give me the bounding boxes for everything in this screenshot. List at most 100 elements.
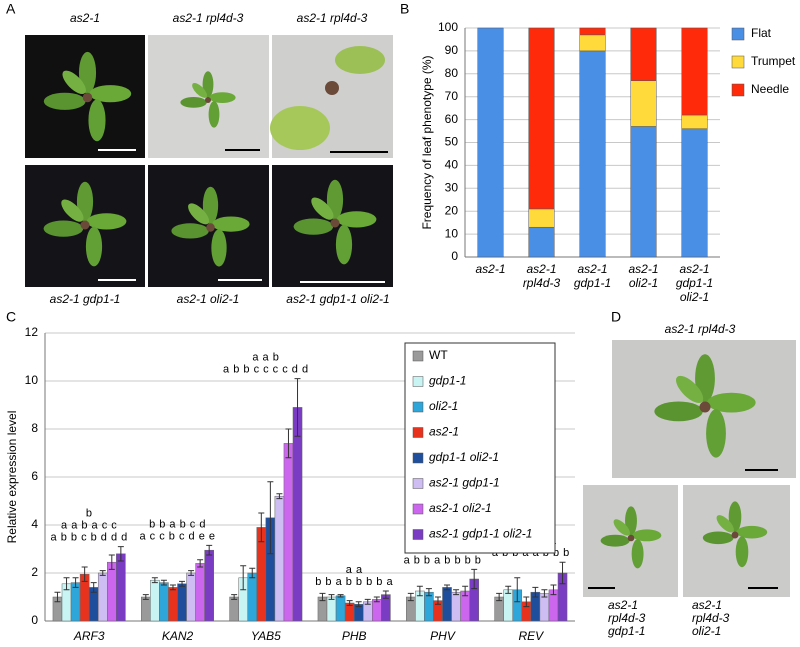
bar-segment — [579, 50, 606, 258]
y-tick-label: 12 — [25, 325, 39, 339]
error-bar — [169, 584, 176, 591]
x-tick-label: oli2-1 — [629, 276, 658, 290]
error-bar — [99, 570, 106, 576]
legend-label: oli2-1 — [429, 399, 458, 413]
bar — [204, 549, 214, 622]
bar — [168, 587, 178, 622]
y-axis-label: Relative expression level — [5, 411, 19, 544]
error-bar — [416, 585, 423, 597]
photo-caption: as2-1 — [608, 598, 638, 612]
bar-segment — [681, 128, 708, 258]
significance-letters: a a — [346, 564, 363, 576]
bar-segment — [528, 208, 555, 228]
error-bar — [54, 591, 61, 603]
significance-letters: a c c b c d e e — [140, 530, 216, 542]
photo-caption: as2-1 — [70, 11, 100, 25]
significance-letters: a a b a c c — [61, 520, 117, 532]
x-tick-label: ARF3 — [73, 629, 105, 643]
bar-segment — [579, 27, 606, 36]
photo-caption: as2-1 — [692, 598, 722, 612]
photo-caption: as2-1 rpl4d-3 — [297, 11, 368, 25]
x-tick-label: rpl4d-3 — [523, 276, 561, 290]
legend-swatch — [731, 83, 745, 97]
error-bar — [117, 546, 124, 562]
bar — [451, 591, 461, 622]
legend-label: Trumpet — [751, 54, 796, 68]
legend-label: Needle — [751, 82, 789, 96]
error-bar — [532, 586, 539, 598]
error-bar — [319, 592, 326, 602]
legend-swatch — [412, 478, 424, 489]
error-bar — [559, 561, 566, 585]
x-tick-label: gdp1-1 — [676, 276, 713, 290]
y-tick-label: 8 — [31, 421, 38, 435]
y-tick-label: 2 — [31, 565, 38, 579]
y-tick-label: 50 — [445, 135, 459, 149]
error-bar — [523, 596, 530, 608]
bar — [283, 443, 294, 622]
y-tick-label: 90 — [445, 43, 459, 57]
error-bar — [72, 577, 79, 588]
y-tick-label: 0 — [451, 249, 458, 263]
x-tick-label: PHB — [342, 629, 367, 643]
error-bar — [425, 588, 432, 597]
significance-letters: b b a b b b b a — [315, 576, 393, 588]
error-bar — [514, 577, 521, 603]
error-bar — [407, 592, 414, 602]
x-tick-label: oli2-1 — [680, 290, 709, 304]
photo-caption: as2-1 rpl4d-3 — [665, 322, 736, 336]
error-bar — [346, 600, 353, 606]
significance-letters: a b b a b b b b — [404, 554, 482, 566]
bar-segment — [579, 34, 606, 52]
legend-label: as2-1 oli2-1 — [429, 501, 492, 515]
error-bar — [63, 577, 70, 591]
photo-caption: as2-1 oli2-1 — [177, 292, 240, 306]
x-tick-label: PHV — [430, 629, 456, 643]
x-tick-label: as2-1 — [628, 262, 658, 276]
photo-caption: as2-1 rpl4d-3 — [173, 11, 244, 25]
legend-swatch — [731, 27, 745, 41]
bar — [97, 572, 108, 622]
y-tick-label: 60 — [445, 112, 459, 126]
bar — [186, 572, 196, 622]
error-bar — [355, 601, 362, 608]
legend-swatch — [412, 503, 424, 515]
error-bar — [151, 577, 158, 584]
error-bar — [453, 589, 460, 596]
legend-swatch — [412, 350, 424, 362]
x-tick-label: REV — [518, 629, 544, 643]
error-bar — [90, 582, 97, 593]
y-tick-label: 0 — [31, 613, 38, 627]
error-bar — [267, 481, 274, 555]
bar-segment — [630, 27, 657, 81]
legend-swatch — [412, 376, 424, 387]
error-bar — [382, 590, 389, 599]
error-bar — [276, 493, 283, 500]
y-tick-label: 20 — [445, 203, 459, 217]
panel-label: B — [400, 1, 409, 17]
x-tick-label: as2-1 — [679, 262, 709, 276]
error-bar — [496, 592, 503, 602]
significance-letters: b b a b c d — [149, 518, 206, 530]
significance-letters: a b b c c c c d d — [223, 364, 309, 376]
y-tick-label: 80 — [445, 66, 459, 80]
bar — [442, 587, 452, 622]
y-tick-label: 70 — [445, 89, 459, 103]
bar-segment — [681, 27, 708, 116]
error-bar — [434, 596, 441, 605]
bar — [107, 561, 117, 622]
bar — [335, 595, 346, 622]
error-bar — [364, 598, 371, 605]
photo-caption: gdp1-1 — [608, 624, 645, 638]
legend-swatch — [731, 55, 745, 69]
error-bar — [337, 594, 344, 598]
legend-swatch — [412, 401, 424, 413]
panel-label: C — [6, 309, 16, 325]
error-bar — [160, 579, 167, 586]
x-tick-label: as2-1 — [475, 262, 505, 276]
error-bar — [240, 565, 247, 591]
photo-caption: as2-1 gdp1-1 — [50, 292, 121, 306]
error-bar — [541, 589, 548, 598]
error-bar — [249, 567, 256, 579]
